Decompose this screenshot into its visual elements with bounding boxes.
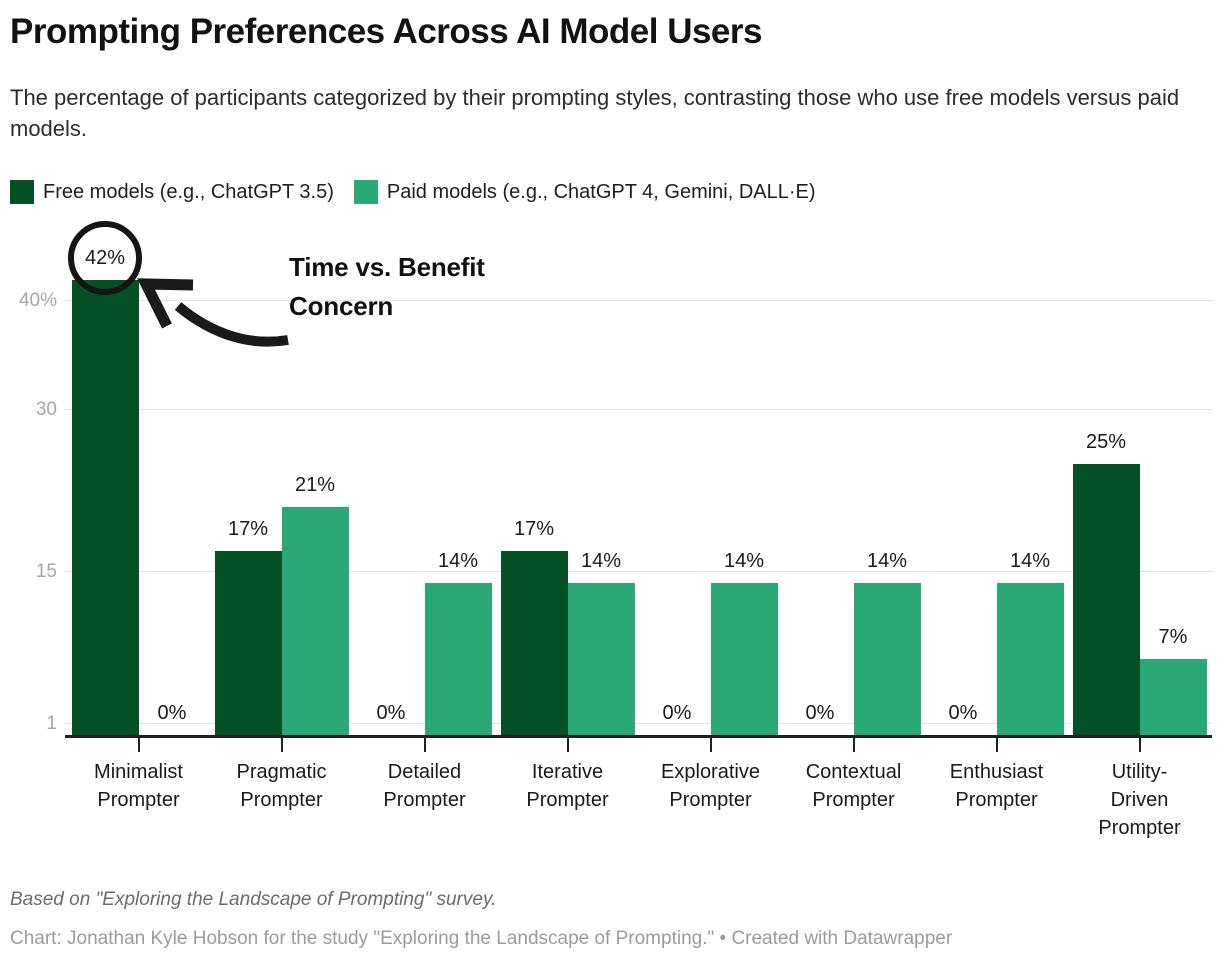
value-label-free-explorative-prompter: 0%: [662, 702, 692, 724]
legend-label-free: Free models (e.g., ChatGPT 3.5): [43, 180, 334, 203]
gridline-40: [65, 300, 1212, 302]
x-axis-tick-enthusiast-prompter: [995, 738, 998, 752]
legend-item-paid: Paid models (e.g., ChatGPT 4, Gemini, DA…: [353, 180, 816, 204]
legend-swatch-free-icon: [10, 180, 34, 204]
x-axis-label-contextual-prompter: Contextual Prompter: [805, 761, 902, 811]
gridline-1: [65, 723, 1212, 725]
value-label-paid-detailed-prompter: 14%: [437, 550, 479, 573]
bar-free-utility-driven-prompter: [1072, 464, 1140, 735]
gridline-30: [65, 408, 1212, 410]
value-label-paid-enthusiast-prompter: 14%: [1009, 550, 1051, 573]
chart-title: Prompting Preferences Across AI Model Us…: [10, 12, 763, 51]
value-label-paid-utility-driven-prompter: 7%: [1158, 626, 1188, 649]
x-axis-tick-pragmatic-prompter: [280, 738, 283, 752]
bar-paid-utility-driven-prompter: [1139, 659, 1207, 735]
value-label-paid-explorative-prompter: 14%: [723, 550, 765, 573]
x-axis-label-iterative-prompter: Iterative Prompter: [526, 761, 609, 811]
value-label-free-enthusiast-prompter: 0%: [948, 702, 978, 724]
bar-free-minimalist-prompter: [71, 279, 139, 735]
x-axis-label-explorative-prompter: Explorative Prompter: [661, 761, 760, 811]
bar-paid-explorative-prompter: [710, 583, 778, 735]
x-axis-tick-iterative-prompter: [566, 738, 569, 752]
x-axis-tick-contextual-prompter: [852, 738, 855, 752]
x-axis-label-enthusiast-prompter: Enthusiast Prompter: [949, 761, 1044, 811]
value-label-paid-iterative-prompter: 14%: [580, 550, 622, 573]
bar-free-iterative-prompter: [500, 550, 568, 735]
x-axis-label-detailed-prompter: Detailed Prompter: [383, 761, 466, 811]
y-axis-label-30: 30: [35, 398, 57, 420]
x-axis-tick-explorative-prompter: [709, 738, 712, 752]
x-axis-tick-minimalist-prompter: [137, 738, 140, 752]
footer-source-note: Based on "Exploring the Landscape of Pro…: [10, 889, 497, 910]
value-label-free-contextual-prompter: 0%: [805, 702, 835, 724]
value-label-free-minimalist-prompter: 42%: [84, 246, 126, 269]
x-axis-label-minimalist-prompter: Minimalist Prompter: [94, 761, 183, 811]
footer-byline: Chart: Jonathan Kyle Hobson for the stud…: [10, 928, 953, 949]
x-axis-label-pragmatic-prompter: Pragmatic Prompter: [236, 761, 327, 811]
value-label-paid-contextual-prompter: 14%: [866, 550, 908, 573]
legend: Free models (e.g., ChatGPT 3.5) Paid mod…: [10, 180, 816, 204]
bar-paid-enthusiast-prompter: [996, 583, 1064, 735]
value-label-free-pragmatic-prompter: 17%: [227, 517, 269, 540]
legend-swatch-paid-icon: [353, 180, 378, 204]
x-axis-tick-utility-driven-prompter: [1138, 738, 1141, 752]
annotation-circle-icon: [68, 220, 142, 295]
x-axis-line: [65, 735, 1212, 738]
bar-paid-detailed-prompter: [424, 583, 492, 735]
value-label-free-iterative-prompter: 17%: [513, 517, 555, 540]
value-label-paid-pragmatic-prompter: 21%: [294, 474, 336, 497]
value-label-free-detailed-prompter: 0%: [376, 702, 406, 724]
chart-subtitle: The percentage of participants categoriz…: [10, 85, 1180, 141]
value-label-free-utility-driven-prompter: 25%: [1085, 431, 1127, 453]
x-axis-tick-detailed-prompter: [423, 738, 426, 752]
gridline-15: [65, 571, 1212, 573]
annotation-text: Time vs. Benefit Concern: [289, 252, 485, 321]
value-label-paid-minimalist-prompter: 0%: [157, 702, 187, 724]
bar-paid-iterative-prompter: [567, 583, 635, 735]
bar-free-pragmatic-prompter: [214, 550, 282, 735]
x-axis-label-utility-driven-prompter: Utility- Driven Prompter: [1098, 761, 1181, 839]
legend-item-free: Free models (e.g., ChatGPT 3.5): [10, 180, 334, 204]
legend-label-paid: Paid models (e.g., ChatGPT 4, Gemini, DA…: [386, 180, 816, 203]
y-axis-label-15: 15: [35, 561, 57, 583]
bar-paid-contextual-prompter: [853, 583, 921, 735]
y-axis-label-1: 1: [46, 713, 57, 735]
bar-paid-pragmatic-prompter: [281, 507, 349, 735]
y-axis-label-40: 40%: [18, 290, 57, 312]
